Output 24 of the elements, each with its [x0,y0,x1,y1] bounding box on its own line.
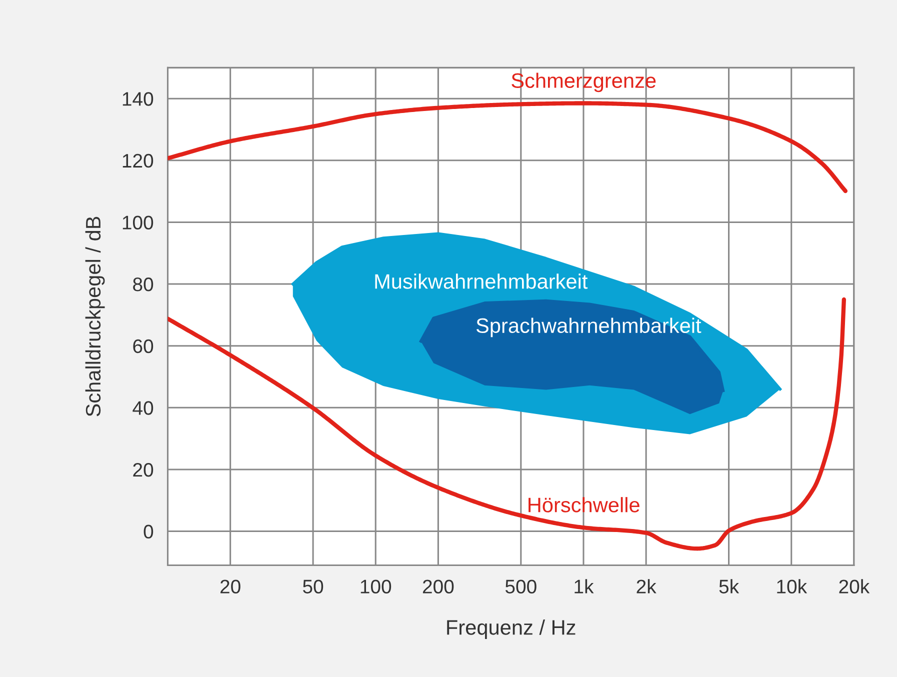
y-tick-label: 80 [133,278,154,292]
y-tick-label: 120 [122,154,154,168]
x-tick-label: 100 [360,580,392,594]
x-tick-label: 1k [574,579,594,594]
x-tick-label: 20 [220,580,240,594]
series-label: Schmerzgrenze [512,72,656,92]
y-tick-label: 40 [132,401,154,415]
series-label: Musikwahrnehmbarkeit [375,274,588,289]
series-label: Sprachwahrnehmbarkeit [476,318,702,338]
y-tick-label: 60 [133,339,154,354]
x-tick-label: 500 [505,580,536,594]
y-axis-title: Schalldruckpegel / dB [85,216,105,416]
y-tick-label: 140 [122,92,154,106]
y-tick-label: 20 [133,462,154,477]
y-tick-label: 100 [122,216,154,230]
x-tick-label: 200 [422,580,454,594]
x-tick-label: 20k [839,579,870,594]
x-tick-label: 2k [636,579,656,594]
y-tick-label: 0 [144,524,154,539]
x-axis-title: Frequenz / Hz [447,620,576,639]
x-tick-label: 50 [303,580,324,594]
x-tick-label: 10k [777,579,808,594]
x-tick-label: 5k [719,579,740,594]
series-label: Hörschwelle [528,497,640,512]
